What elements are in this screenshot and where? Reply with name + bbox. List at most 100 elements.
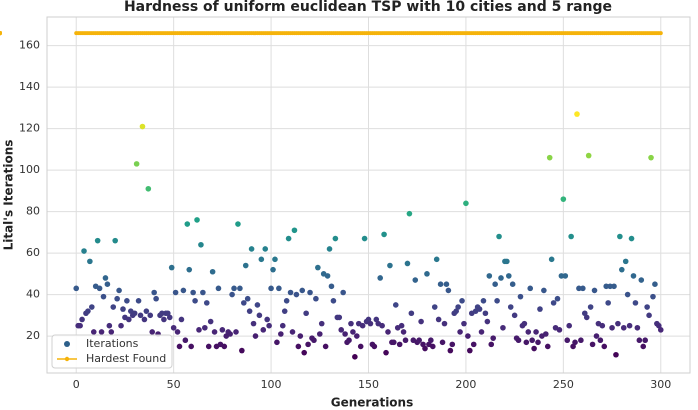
- scatter-point: [572, 339, 578, 346]
- scatter-point: [494, 298, 500, 304]
- scatter-point: [484, 318, 491, 325]
- scatter-point: [607, 283, 613, 290]
- scatter-point: [443, 281, 450, 288]
- scatter-point: [601, 343, 608, 350]
- scatter-point: [90, 329, 97, 335]
- x-tick-label: 50: [167, 378, 181, 391]
- scatter-point: [420, 341, 426, 348]
- scatter-point: [615, 320, 621, 327]
- scatter-point: [496, 233, 502, 240]
- scatter-point: [295, 343, 302, 350]
- scatter-point: [587, 304, 594, 310]
- scatter-point: [652, 281, 658, 288]
- scatter-point: [184, 221, 191, 227]
- scatter-point: [112, 237, 118, 244]
- scatter-point: [583, 314, 590, 321]
- scatter-point: [346, 337, 352, 344]
- x-tick-label: 300: [650, 378, 671, 391]
- legend-label: Hardest Found: [86, 352, 166, 365]
- scatter-point: [104, 281, 111, 288]
- scatter-point: [324, 273, 331, 279]
- scatter-point: [404, 260, 411, 267]
- scatter-point: [149, 329, 156, 335]
- scatter-point: [313, 295, 319, 302]
- scatter-point: [492, 281, 498, 288]
- scatter-point: [490, 335, 497, 341]
- scatter-point: [299, 287, 306, 294]
- scatter-point: [581, 310, 588, 317]
- scatter-point: [541, 287, 547, 294]
- scatter-point: [102, 275, 109, 281]
- scatter-point: [402, 337, 409, 344]
- scatter-point: [342, 331, 348, 337]
- scatter-point: [221, 343, 228, 350]
- scatter-point: [182, 337, 189, 344]
- scatter-point: [578, 337, 584, 344]
- scatter-point: [367, 320, 374, 327]
- legend-box: [51, 334, 173, 369]
- scatter-point: [617, 233, 623, 240]
- scatter-point: [276, 285, 282, 292]
- scatter-point: [87, 258, 93, 265]
- scatter-point: [430, 343, 436, 350]
- scatter-point: [305, 341, 311, 348]
- scatter-point: [359, 322, 366, 329]
- scatter-point: [285, 235, 292, 242]
- scatter-point: [281, 308, 288, 314]
- scatter-point: [260, 327, 267, 333]
- scatter-point: [531, 345, 537, 352]
- scatter-point: [416, 337, 422, 344]
- scatter-point: [94, 237, 101, 244]
- scatter-point: [297, 333, 304, 339]
- scatter-point: [634, 324, 641, 331]
- scatter-point: [611, 283, 617, 290]
- scatter-point: [517, 293, 524, 300]
- scatter-point: [523, 339, 530, 346]
- scatter-point: [391, 339, 397, 346]
- scatter-point: [476, 306, 483, 312]
- scatter-point: [597, 337, 604, 344]
- scatter-point: [252, 333, 259, 339]
- scatter-point: [264, 316, 270, 323]
- scatter-point: [507, 304, 514, 310]
- scatter-point: [387, 262, 393, 269]
- scatter-point: [591, 287, 598, 294]
- scatter-point: [139, 123, 146, 130]
- scatter-point: [371, 343, 378, 350]
- scatter-point: [233, 329, 239, 335]
- scatter-point: [231, 285, 237, 292]
- scatter-point: [546, 154, 553, 161]
- scatter-point: [381, 231, 387, 238]
- scatter-point: [543, 331, 549, 337]
- legend-marker: [64, 341, 70, 347]
- scatter-point: [574, 111, 580, 117]
- scatter-point: [398, 322, 405, 329]
- scatter-point: [457, 329, 463, 335]
- scatter-point: [291, 227, 298, 234]
- scatter-point: [424, 271, 430, 277]
- scatter-point: [470, 341, 477, 348]
- scatter-point: [630, 273, 637, 279]
- scatter-point: [504, 258, 510, 265]
- scatter-point: [509, 281, 516, 288]
- scatter-point: [459, 298, 465, 304]
- scatter-point: [120, 306, 126, 312]
- scatter-point: [455, 304, 461, 310]
- scatter-point: [145, 185, 152, 192]
- scatter-point: [235, 221, 241, 227]
- scatter-point: [628, 235, 635, 242]
- scatter-point: [79, 316, 85, 323]
- scatter-point: [174, 329, 181, 335]
- scatter-point: [599, 322, 606, 329]
- scatter-point: [478, 329, 485, 335]
- scatter-point: [246, 308, 253, 314]
- scatter-point: [77, 322, 83, 329]
- scatter-point: [558, 273, 565, 279]
- y-tick-label: 120: [19, 122, 40, 135]
- x-tick-label: 100: [261, 378, 282, 391]
- scatter-point: [89, 304, 95, 310]
- scatter-point: [211, 329, 218, 335]
- scatter-point: [529, 337, 535, 344]
- scatter-point: [270, 266, 276, 273]
- scatter-point: [340, 289, 346, 296]
